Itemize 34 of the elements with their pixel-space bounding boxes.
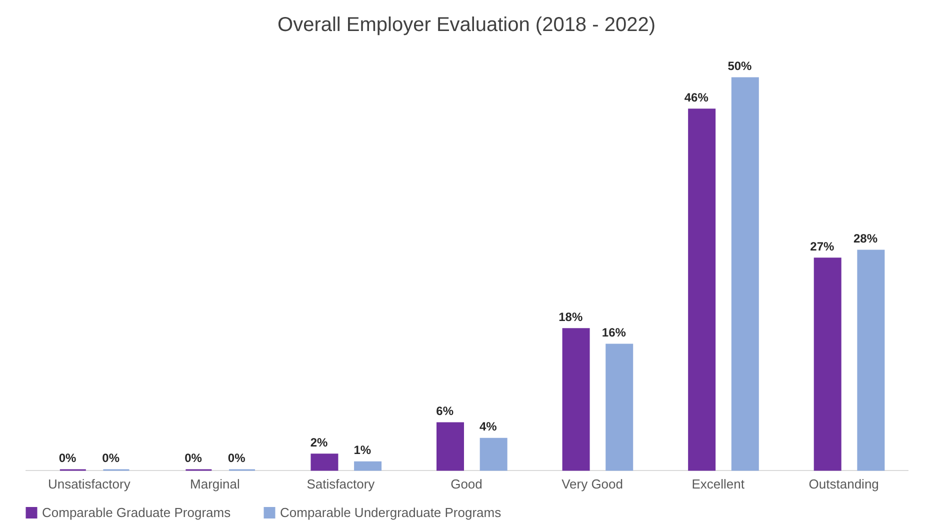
x-tick-label: Excellent [692,476,745,492]
legend-label: Comparable Undergraduate Programs [280,504,502,520]
data-label: 0% [228,451,246,465]
chart-title: Overall Employer Evaluation (2018 - 2022) [278,14,656,36]
data-label: 46% [684,90,709,104]
bar [731,77,759,471]
bar [480,438,508,471]
data-label: 50% [728,59,752,73]
bar [310,454,338,471]
x-tick-label: Outstanding [808,476,879,492]
bar [857,250,885,471]
data-label: 0% [102,451,120,465]
bar [436,422,464,471]
x-tick-label: Very Good [562,476,623,492]
data-label: 28% [853,231,878,246]
x-tick-label: Good [450,476,482,492]
data-label: 18% [558,310,583,324]
bar [562,328,590,471]
data-label: 4% [479,420,498,434]
data-label: 27% [810,239,835,254]
bar [606,344,634,471]
data-label: 6% [436,404,454,418]
legend-label: Comparable Graduate Programs [42,504,232,520]
x-tick-label: Unsatisfactory [48,476,131,492]
data-label: 2% [310,435,328,450]
bar [814,258,842,471]
data-label: 0% [58,451,76,465]
bar [688,108,716,471]
data-label: 0% [184,451,202,465]
data-label: 1% [354,443,372,458]
x-tick-label: Marginal [190,476,240,492]
bar [354,461,382,471]
x-tick-label: Satisfactory [306,476,376,492]
data-label: 16% [602,326,626,340]
